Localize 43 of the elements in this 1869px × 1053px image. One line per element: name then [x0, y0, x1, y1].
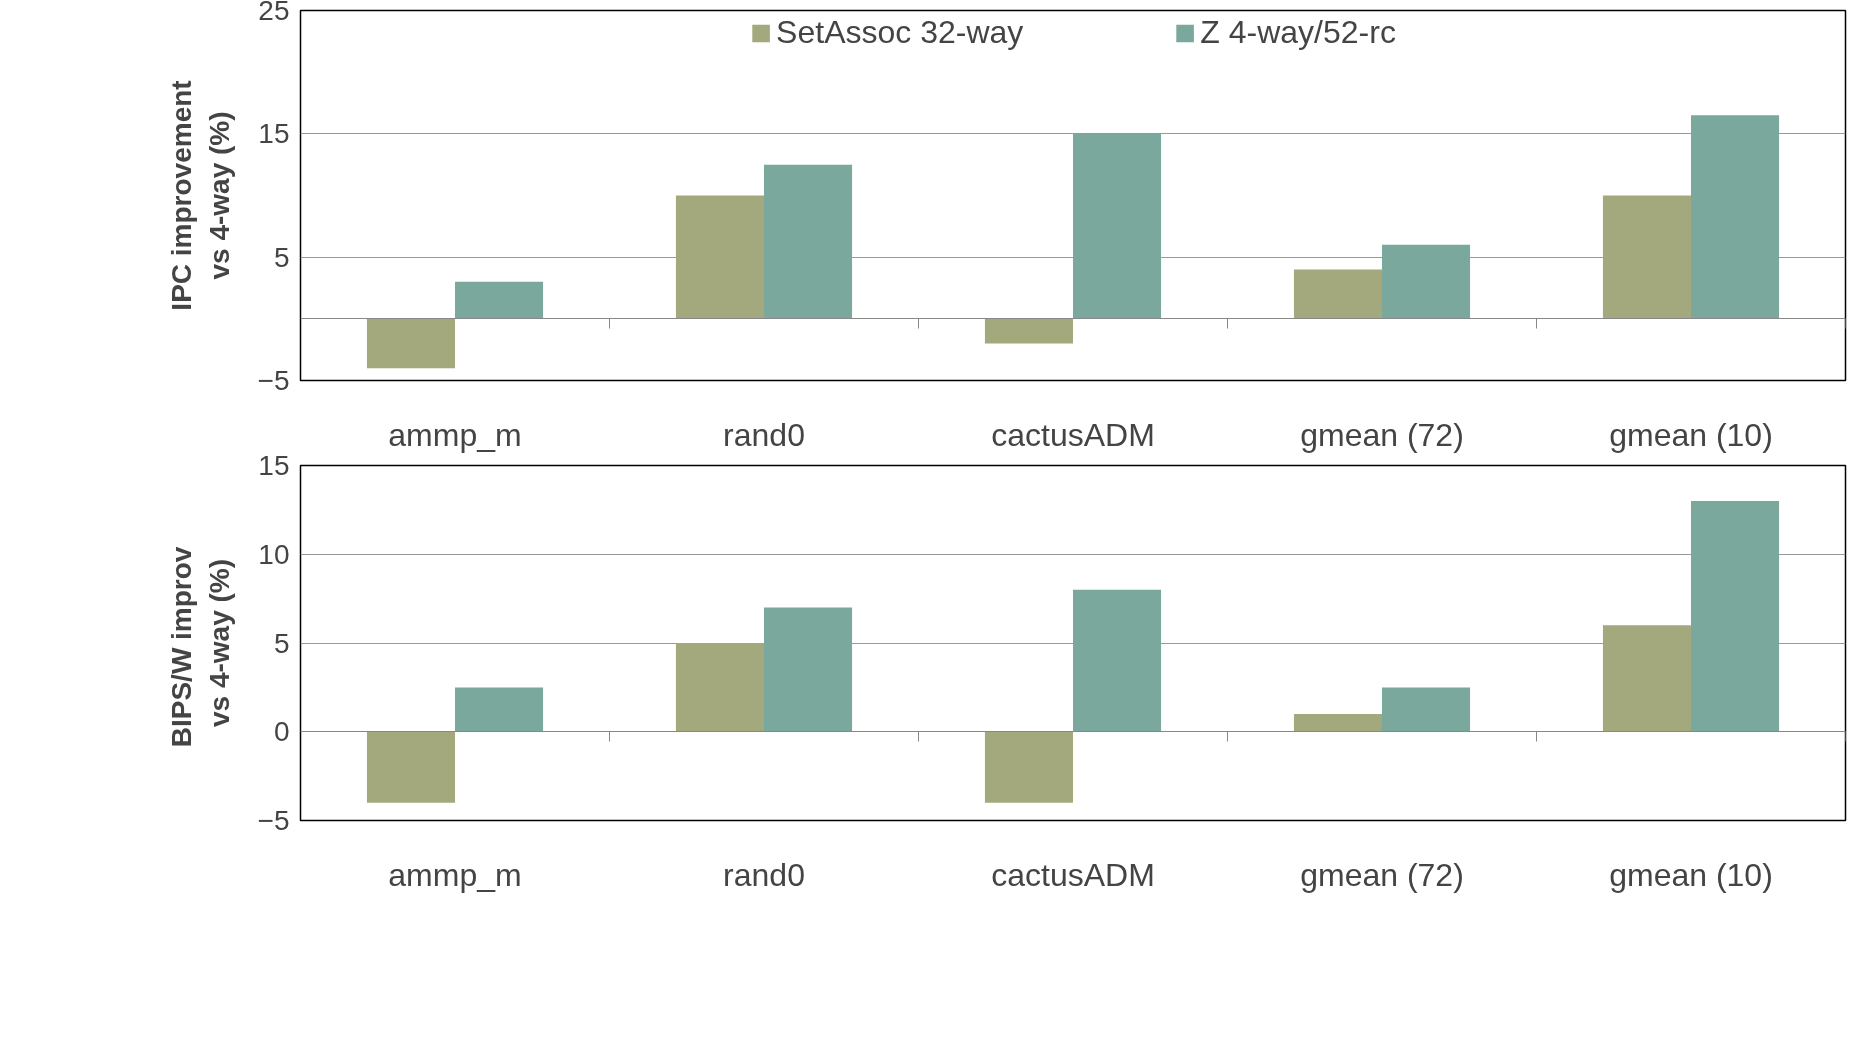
x-tick-label: ammp_m — [388, 856, 522, 893]
bar — [1602, 625, 1691, 732]
bar — [1293, 269, 1382, 319]
bar — [455, 281, 544, 319]
bar — [984, 731, 1073, 803]
x-tick-label: gmean (72) — [1300, 856, 1464, 893]
x-tick-label: gmean (10) — [1609, 856, 1773, 893]
x-tick-label: gmean (10) — [1609, 416, 1773, 453]
y-tick-label: −5 — [257, 805, 290, 836]
bar — [366, 318, 455, 369]
y-tick-label: 25 — [258, 0, 290, 26]
y-tick-label: −5 — [257, 365, 290, 396]
bar — [366, 731, 455, 803]
x-tick-label: ammp_m — [388, 416, 522, 453]
bar — [1691, 115, 1780, 319]
y-tick-label: 5 — [273, 627, 290, 659]
bar — [675, 195, 764, 319]
bar — [764, 607, 853, 732]
y-tick-label: 0 — [273, 716, 290, 748]
y-axis-title: IPC improvement vs 4-way (%) — [166, 80, 235, 311]
bar — [1691, 501, 1780, 732]
y-tick-label: 10 — [258, 538, 290, 570]
bar — [1293, 714, 1382, 732]
y-axis-title: BIPS/W improv vs 4-way (%) — [166, 546, 235, 748]
bar — [764, 164, 853, 319]
bar — [984, 318, 1073, 344]
bar — [1382, 687, 1471, 732]
bar — [1073, 589, 1162, 732]
x-tick-label: rand0 — [723, 856, 805, 893]
x-tick-label: cactusADM — [991, 856, 1155, 893]
bar — [1602, 195, 1691, 319]
bar — [455, 687, 544, 732]
legend-label: Z 4-way/52-rc — [1200, 14, 1396, 51]
x-tick-label: gmean (72) — [1300, 416, 1464, 453]
x-tick-label: rand0 — [723, 416, 805, 453]
bar — [1073, 133, 1162, 319]
x-tick-label: cactusADM — [991, 416, 1155, 453]
legend-label: SetAssoc 32-way — [776, 14, 1024, 51]
y-tick-label: 15 — [258, 118, 290, 150]
bar — [675, 643, 764, 732]
bar — [1382, 244, 1471, 319]
y-tick-label: 5 — [273, 241, 290, 273]
y-tick-label: 15 — [258, 450, 290, 481]
